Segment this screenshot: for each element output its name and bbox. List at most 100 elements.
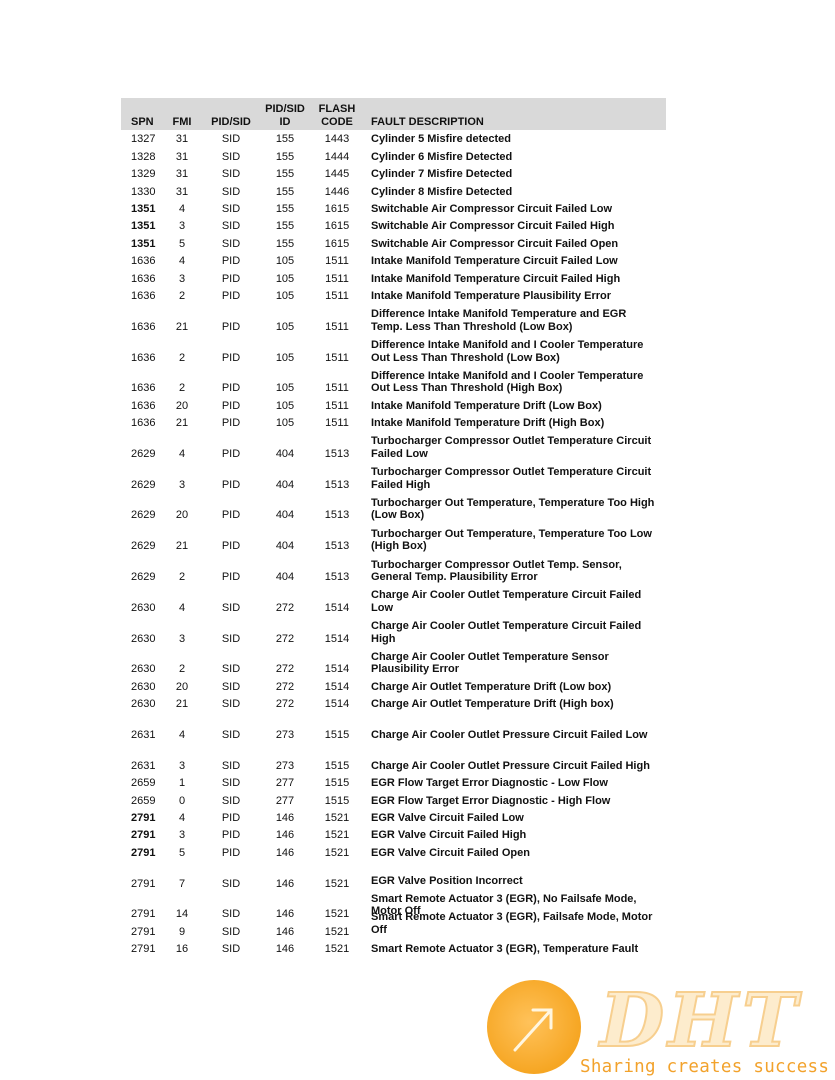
pid-sid-id-cell: 146 [275,877,295,890]
table-row: 2791 4 PID 146 1521 EGR Valve Circuit Failed … [121,810,666,827]
flash-code-cell: 1521 [324,908,350,921]
pid-sid-id-cell: 272 [275,698,295,711]
pid-sid-cell: SID [221,220,241,233]
fault-description-cell: EGR Valve Circuit Failed Low [371,812,524,824]
table-row: 2659 0 SID 277 1515 EGR Flow Target Error Dia… [121,792,666,809]
fault-description-cell: Smart Remote Actuator 3 (EGR), Temperatu… [371,943,639,956]
table-row: 2791 5 PID 146 1521 EGR Valve Circuit Failed … [121,844,666,861]
pid-sid-cell: PID [221,382,241,395]
fmi-cell: 4 [178,255,186,268]
pid-sid-cell: PID [221,255,241,268]
pid-sid-id-cell: 105 [275,255,295,268]
pid-sid-id-cell: 105 [275,382,295,395]
pid-sid-cell: SID [221,908,241,921]
fault-description-cell: Switchable Air Compressor Circuit Failed… [371,220,615,233]
pid-sid-cell: PID [221,846,241,859]
fault-description-cell: Intake Manifold Temperature Circuit Fail… [371,272,621,285]
spn-cell: 2791 [131,829,156,842]
fault-description-cell: EGR Valve Circuit Failed Open [371,846,530,859]
pid-sid-cell: PID [221,478,241,491]
flash-code-cell: 1511 [325,417,349,430]
spn-cell: 1636 [131,272,156,285]
pid-sid-id-cell: 404 [275,478,295,491]
table-row: 2630 20 SID 272 1514 Charge Air Outlet Temper… [121,678,666,695]
table-row: 2659 1 SID 277 1515 EGR Flow Target Error Dia… [121,775,666,792]
fault-description-cell: Turbocharger Compressor Outlet Temp. Sen… [371,558,622,584]
spn-cell: 2629 [131,571,156,584]
table-row: 1636 4 PID 105 1511 Intake Manifold Temperatu… [121,253,666,270]
fmi-cell: 0 [178,794,186,807]
fmi-cell: 4 [178,601,186,614]
pid-sid-id-cell: 404 [275,447,295,460]
table-row: 1328 31 SID 155 1444 Cylinder 6 Misfire Detec… [121,148,666,165]
table-row: 1636 20 PID 105 1511 Intake Manifold Temperat… [121,397,666,414]
fmi-cell: 16 [175,943,189,956]
flash-code-cell: 1446 [324,185,350,198]
pid-sid-id-cell: 146 [275,908,295,921]
fault-description-cell: Cylinder 6 Misfire Detected [371,150,513,163]
fault-description-cell: Difference Intake Manifold and I Cooler … [371,339,644,364]
table-row: 2629 4 PID 404 1513 Turbocharger Compressor O… [121,432,666,463]
spn-cell: 2629 [131,447,156,460]
flash-code-cell: 1511 [325,351,349,364]
fmi-cell: 2 [178,351,186,364]
header-pid-sid-id: PID/SID ID [265,103,305,128]
fault-description-cell: Turbocharger Compressor Outlet Temperatu… [371,435,652,460]
header-spn: SPN [131,115,154,128]
flash-code-cell: 1615 [324,220,350,233]
pid-sid-cell: SID [221,202,241,215]
fmi-cell: 3 [178,759,186,772]
pid-sid-cell: PID [221,399,241,412]
pid-sid-id-cell: 155 [275,133,295,146]
spn-cell: 2791 [131,846,156,859]
fmi-cell: 2 [178,382,186,395]
fmi-cell: 3 [178,272,186,285]
pid-sid-cell: PID [221,351,241,364]
fault-description-cell: Cylinder 7 Misfire Detected [371,168,513,181]
pid-sid-cell: PID [221,509,241,522]
fault-description-cell: Turbocharger Out Temperature, Temperatur… [371,527,652,553]
fault-description-cell: EGR Valve Position Incorrect [371,874,523,887]
flash-code-cell: 1511 [325,399,349,412]
flash-code-cell: 1615 [324,237,350,250]
flash-code-cell: 1514 [324,601,350,614]
table-row: 1351 5 SID 155 1615 Switchable Air Compressor… [121,235,666,252]
pid-sid-cell: SID [221,133,241,146]
table-header: SPN FMI PID/SID PID/SID ID FLASH CODE FA… [121,98,666,130]
pid-sid-id-cell: 155 [275,150,295,163]
spn-cell: 2791 [131,925,156,938]
table-row: 1636 21 PID 105 1511 Intake Manifold Temperat… [121,415,666,432]
pid-sid-cell: SID [221,777,241,790]
pid-sid-id-cell: 277 [275,794,295,807]
fault-description-cell: Intake Manifold Temperature Plausibility… [371,289,612,302]
pid-sid-cell: PID [221,812,241,824]
flash-code-cell: 1513 [324,509,350,522]
pid-sid-id-cell: 155 [275,185,295,198]
pid-sid-cell: PID [221,829,241,842]
fmi-cell: 21 [175,540,189,553]
spn-cell: 1636 [131,255,156,268]
spn-cell: 2629 [131,540,156,553]
pid-sid-cell: SID [221,663,241,676]
pid-sid-id-cell: 105 [275,272,295,285]
fault-description-cell: Charge Air Cooler Outlet Temperature Sen… [371,650,609,676]
header-fault-description: FAULT DESCRIPTION [371,115,484,128]
flash-code-cell: 1515 [324,777,350,790]
watermark-slogan: Sharing creates success [580,1057,830,1077]
fmi-cell: 31 [175,185,189,198]
spn-cell: 1636 [131,351,156,364]
table-row: 2630 4 SID 272 1514 Charge Air Cooler Outlet … [121,586,666,617]
fault-description-cell: Charge Air Cooler Outlet Pressure Circui… [371,759,650,772]
flash-code-cell: 1521 [324,829,350,842]
fmi-cell: 4 [178,729,186,742]
fault-code-table: 1327 31 SID 155 1443 Cylinder 5 Misfire detec… [121,131,666,958]
pid-sid-id-cell: 105 [275,399,295,412]
flash-code-cell: 1514 [324,698,350,711]
pid-sid-cell: PID [221,272,241,285]
pid-sid-id-cell: 404 [275,509,295,522]
spn-cell: 1351 [131,237,156,250]
pid-sid-cell: SID [221,185,241,198]
spn-cell: 2791 [131,812,156,824]
table-row: 1636 2 PID 105 1511 Intake Manifold Temperatu… [121,288,666,305]
table-row: 2629 20 PID 404 1513 Turbocharger Out Tempera… [121,494,666,525]
